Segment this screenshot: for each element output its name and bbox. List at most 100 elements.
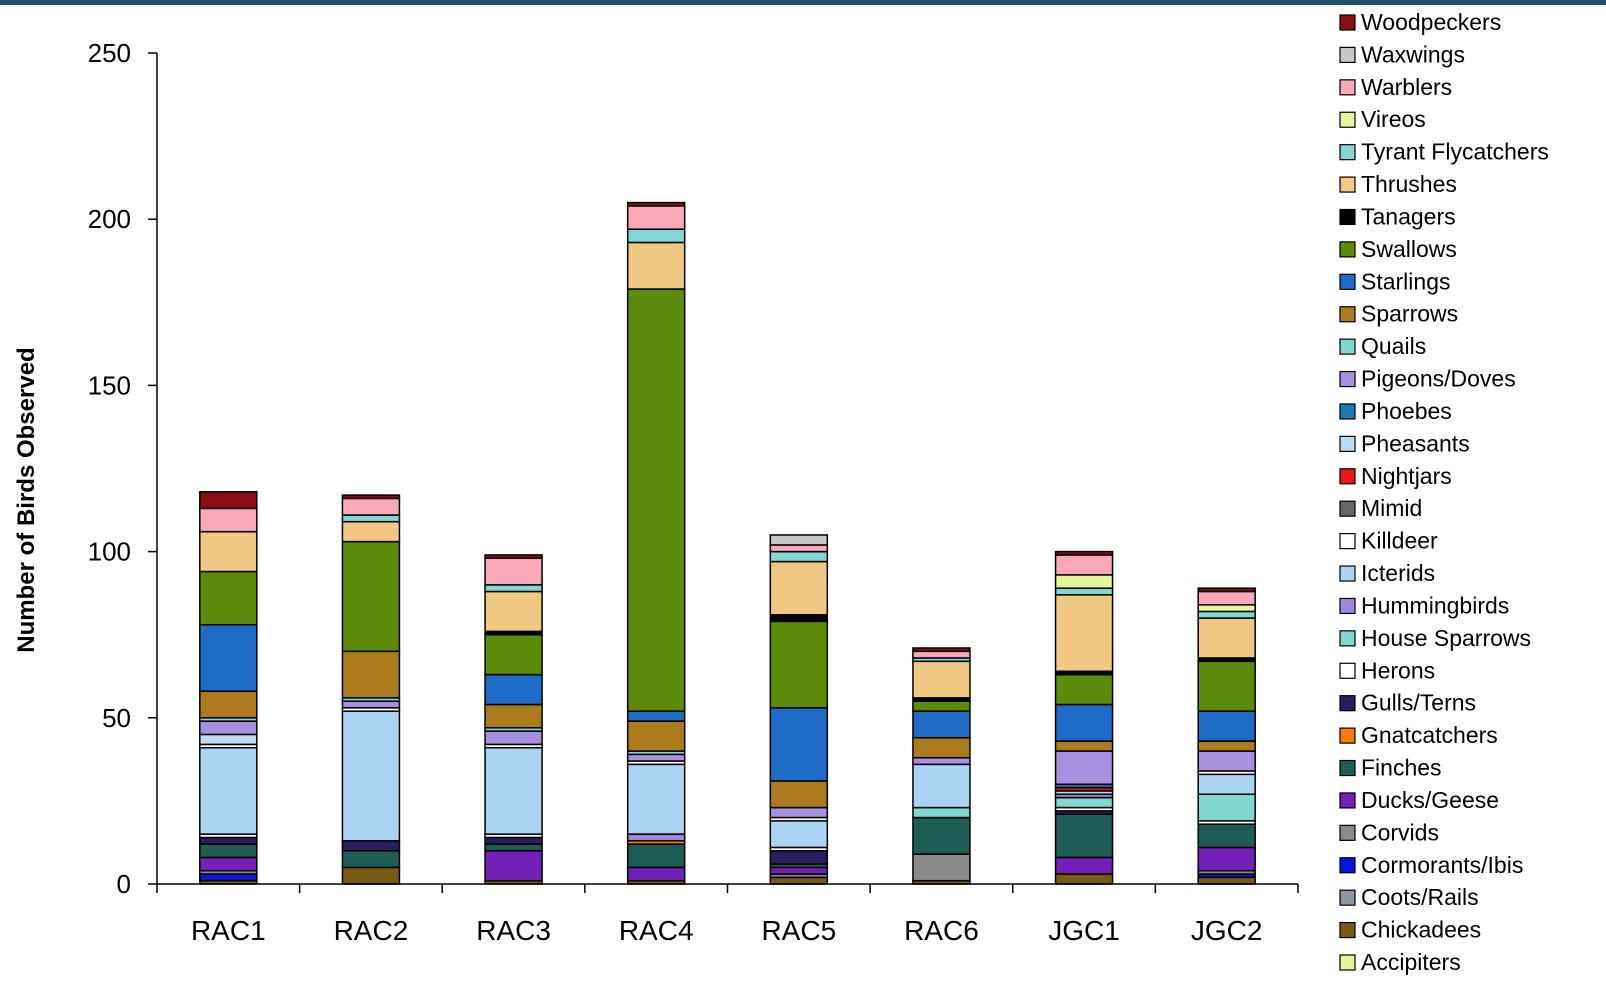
bar-segment <box>341 520 401 543</box>
legend-label: Herons <box>1361 657 1435 683</box>
bar-segment <box>626 241 686 290</box>
bar-segment <box>1197 587 1256 593</box>
bar-segment <box>1054 673 1114 706</box>
bar-segment <box>199 507 258 533</box>
bar-segment <box>199 530 258 573</box>
bar-segment <box>1197 750 1256 772</box>
bar-segment <box>1054 796 1114 809</box>
legend: Woodpeckers Waxwings Warblers Vireos Tyrant … <box>1339 9 1549 975</box>
bar-segment <box>626 843 686 869</box>
bar-stack-rac6 <box>912 647 971 885</box>
legend-swatch <box>1339 662 1356 679</box>
legend-label: House Sparrows <box>1361 625 1531 651</box>
legend-swatch <box>1339 14 1356 31</box>
bar-segment <box>484 633 543 676</box>
legend-label: Icterids <box>1361 560 1435 586</box>
bar-segment <box>626 763 686 835</box>
y-tick-label: 0 <box>117 869 131 899</box>
legend-item: Nightjars <box>1339 463 1452 489</box>
legend-item: Gulls/Terns <box>1339 690 1476 716</box>
bar-segment <box>199 843 258 859</box>
bar-segment <box>626 833 686 842</box>
bar-segment <box>769 866 829 875</box>
legend-item: Killdeer <box>1339 528 1438 554</box>
legend-item: House Sparrows <box>1339 625 1531 651</box>
bar-segment <box>1197 610 1256 619</box>
legend-item: Waxwings <box>1339 41 1465 67</box>
y-tick-label: 150 <box>88 370 131 400</box>
legend-item: Herons <box>1339 657 1435 683</box>
x-tick-label: RAC1 <box>191 915 266 946</box>
legend-item: Hummingbirds <box>1339 592 1509 618</box>
bar-segment <box>199 856 258 872</box>
bar-segment <box>199 623 258 692</box>
bar-segment <box>199 570 258 626</box>
x-tick-label: RAC4 <box>619 915 694 946</box>
bar-segment <box>1197 604 1256 613</box>
legend-item: Swallows <box>1339 236 1457 262</box>
bar-segment <box>769 614 829 623</box>
bar-segment <box>341 497 401 516</box>
bar-segment <box>769 780 829 809</box>
legend-swatch <box>1339 500 1356 517</box>
legend-item: Finches <box>1339 755 1442 781</box>
legend-item: Accipiters <box>1339 949 1461 975</box>
bar-segment <box>1197 617 1256 659</box>
bar-stacks <box>199 201 1256 885</box>
legend-item: Pheasants <box>1339 430 1470 456</box>
legend-label: Corvids <box>1361 819 1439 845</box>
legend-item: Chickadees <box>1339 917 1481 943</box>
bar-segment <box>912 650 971 659</box>
bar-segment <box>341 866 401 885</box>
bar-stack-rac1 <box>199 491 258 885</box>
bar-segment <box>912 806 971 819</box>
bar-segment <box>769 707 829 782</box>
legend-item: Phoebes <box>1339 398 1452 424</box>
bar-segment <box>626 753 686 762</box>
bar-segment <box>1054 856 1114 875</box>
bar-segment <box>341 700 401 709</box>
legend-item: Vireos <box>1339 106 1426 132</box>
bar-segment <box>912 756 971 766</box>
legend-label: Tanagers <box>1361 203 1456 229</box>
bar-segment <box>199 491 258 510</box>
legend-label: Warblers <box>1361 74 1452 100</box>
bar-segment <box>626 710 686 722</box>
legend-item: Gnatcatchers <box>1339 722 1498 748</box>
legend-label: Waxwings <box>1361 41 1465 67</box>
legend-swatch <box>1339 144 1356 161</box>
legend-item: Cormorants/Ibis <box>1339 852 1523 878</box>
bar-segment <box>341 850 401 869</box>
legend-swatch <box>1339 954 1356 971</box>
bar-stack-rac2 <box>341 494 401 885</box>
bar-segment <box>484 590 543 633</box>
y-ticks: 0 50 100 150 200 250 <box>88 38 157 899</box>
bar-segment <box>626 201 686 207</box>
legend-label: Woodpeckers <box>1361 9 1501 35</box>
legend-swatch <box>1339 370 1356 388</box>
bar-segment <box>912 660 971 699</box>
bar-segment <box>769 544 829 553</box>
bar-segment <box>912 647 971 653</box>
bar-segment <box>1197 876 1256 885</box>
bar-stack-jgc1 <box>1054 550 1114 885</box>
legend-swatch <box>1339 338 1356 355</box>
bar-segment <box>626 228 686 244</box>
legend-item: Mimid <box>1339 495 1422 521</box>
bar-segment <box>484 746 543 835</box>
legend-swatch <box>1339 792 1356 809</box>
bar-stack-jgc2 <box>1197 587 1256 885</box>
legend-label: Gnatcatchers <box>1361 722 1498 748</box>
legend-label: Swallows <box>1361 236 1457 262</box>
bar-segment <box>626 288 686 712</box>
x-ticks: RAC1 RAC2 RAC3 RAC4 RAC5 RAC6 JGC1 JGC2 <box>156 884 1299 946</box>
bar-segment <box>1054 740 1114 752</box>
bar-segment <box>484 554 543 559</box>
bar-segment <box>769 806 829 819</box>
legend-swatch <box>1339 273 1356 290</box>
legend-label: Coots/Rails <box>1361 884 1479 910</box>
bar-segment <box>484 703 543 729</box>
bar-segment <box>769 820 829 849</box>
x-tick-label: JGC2 <box>1191 915 1263 946</box>
bar-segment <box>1054 550 1114 556</box>
